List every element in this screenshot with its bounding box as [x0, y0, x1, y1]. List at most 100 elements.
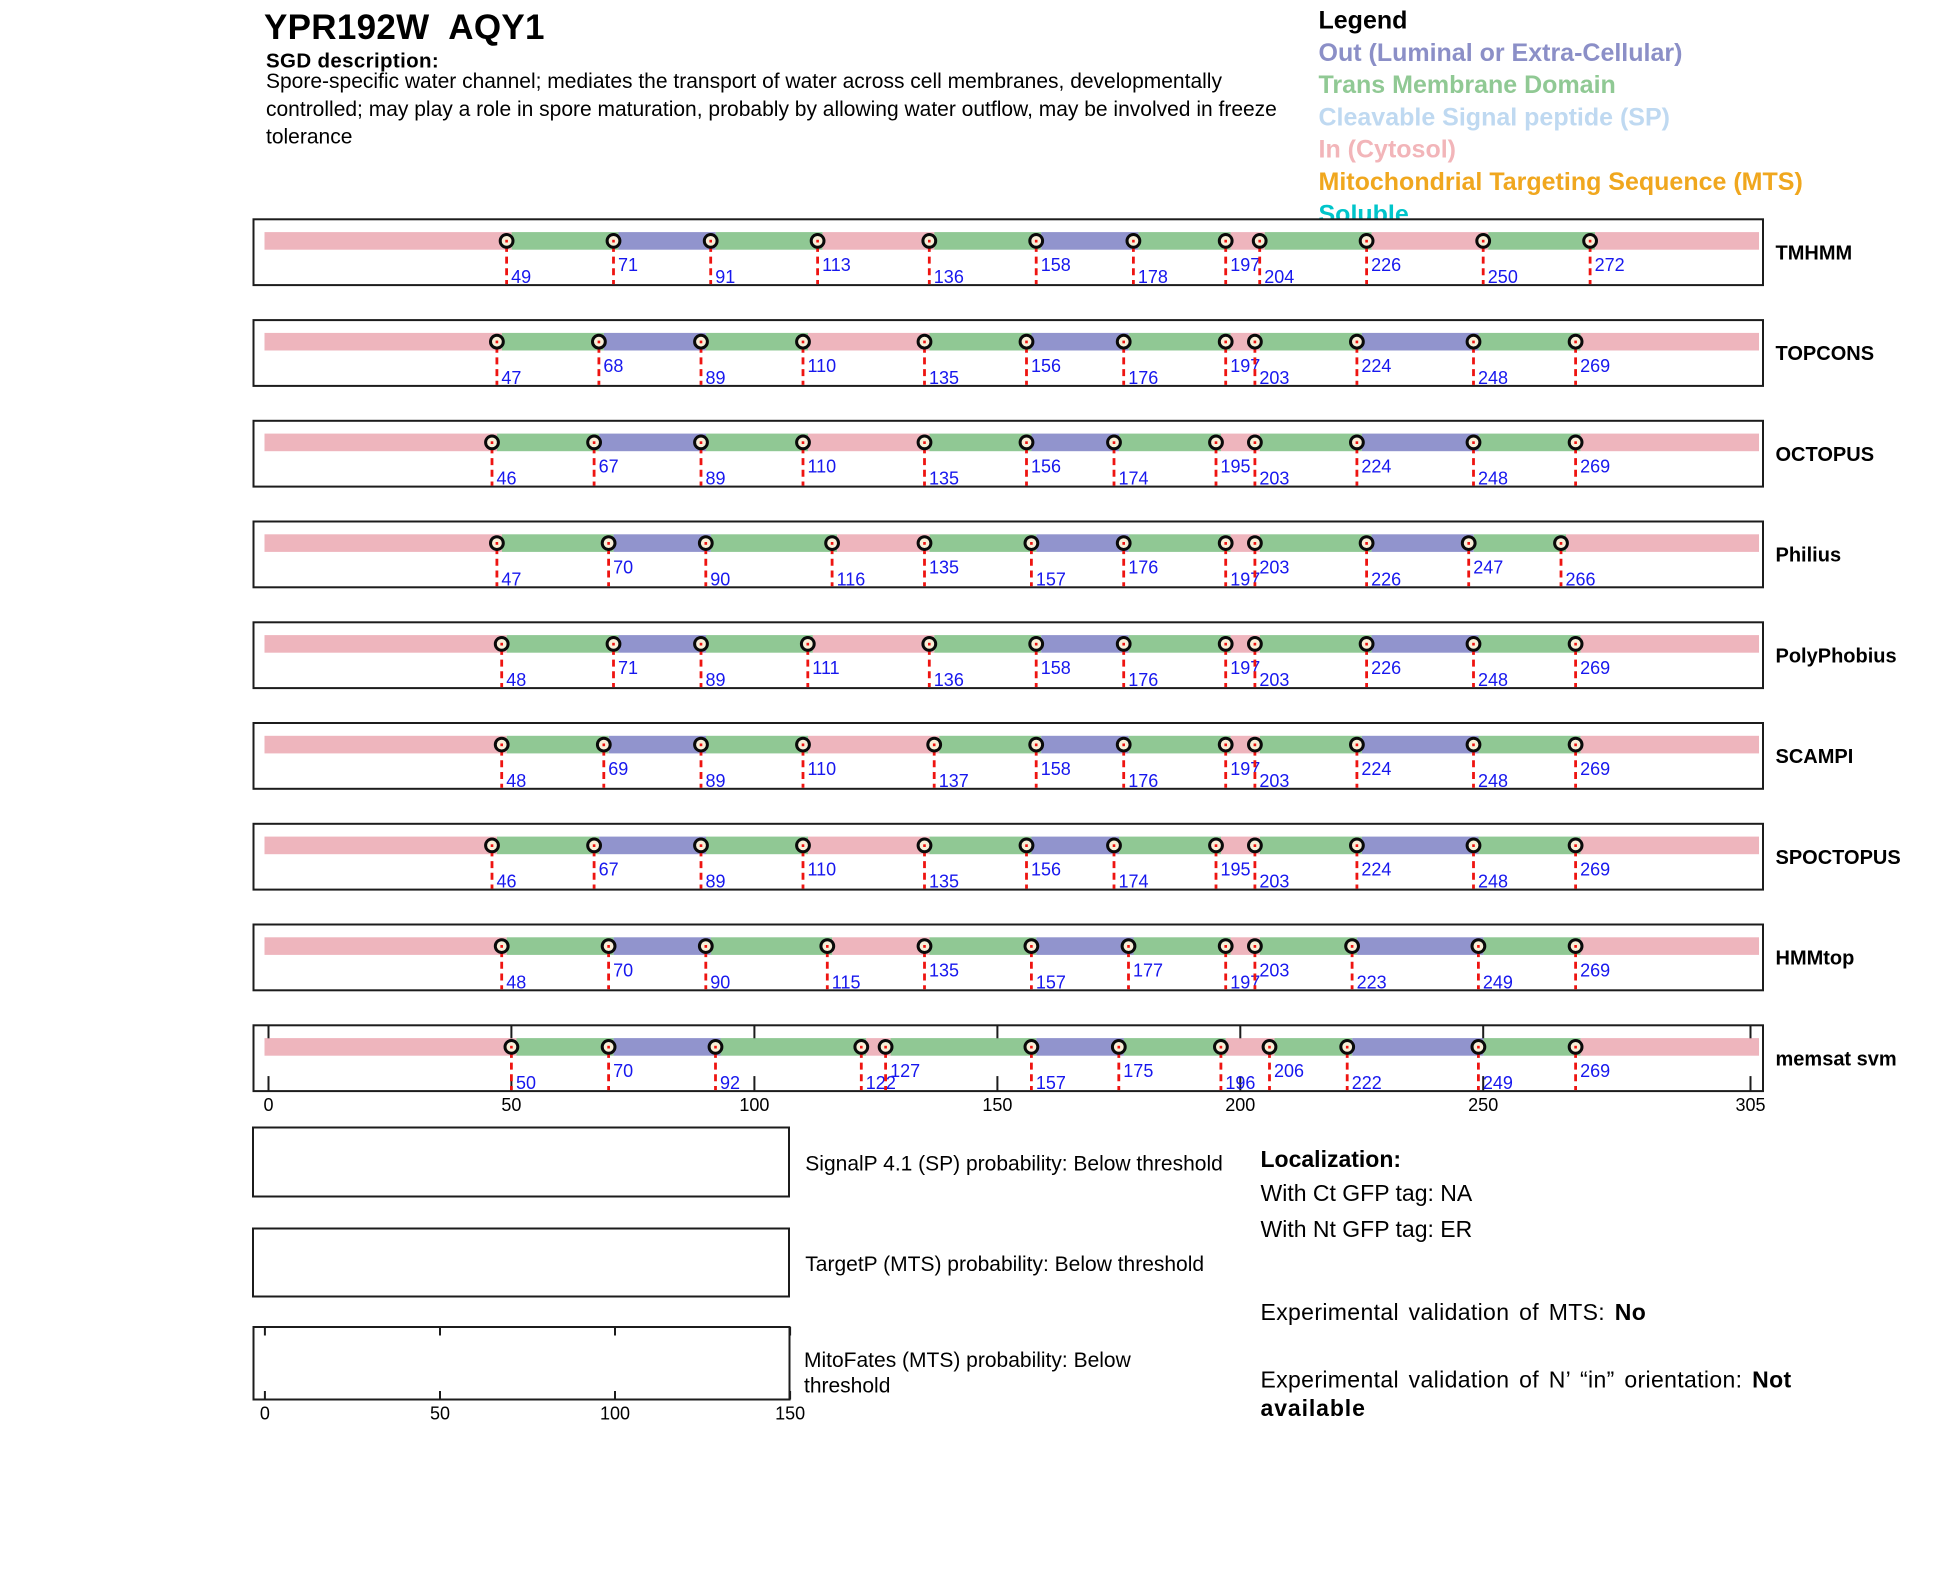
svg-text:136: 136: [934, 267, 964, 287]
svg-text:272: 272: [1595, 255, 1625, 275]
svg-text:With Ct GFP tag: NA: With Ct GFP tag: NA: [1261, 1180, 1473, 1206]
svg-text:47: 47: [501, 368, 521, 388]
svg-text:197: 197: [1230, 255, 1260, 275]
svg-text:46: 46: [497, 872, 517, 892]
svg-text:224: 224: [1361, 457, 1391, 477]
svg-text:174: 174: [1119, 872, 1149, 892]
svg-text:226: 226: [1371, 658, 1401, 678]
svg-text:113: 113: [822, 255, 851, 275]
svg-text:89: 89: [706, 469, 726, 489]
svg-text:150: 150: [775, 1404, 805, 1424]
svg-text:248: 248: [1478, 771, 1508, 791]
svg-text:135: 135: [929, 872, 959, 892]
svg-text:110: 110: [808, 356, 837, 376]
svg-text:305: 305: [1735, 1095, 1765, 1115]
svg-text:269: 269: [1580, 356, 1610, 376]
svg-text:In (Cytosol): In (Cytosol): [1319, 136, 1457, 164]
svg-text:224: 224: [1361, 759, 1391, 779]
svg-text:174: 174: [1119, 469, 1149, 489]
svg-text:Mitochondrial Targeting Sequen: Mitochondrial Targeting Sequence (MTS): [1319, 168, 1803, 196]
svg-text:89: 89: [706, 368, 726, 388]
svg-text:157: 157: [1036, 569, 1066, 589]
svg-text:176: 176: [1128, 771, 1158, 791]
svg-text:176: 176: [1128, 670, 1158, 690]
svg-text:memsat svm: memsat svm: [1776, 1049, 1897, 1071]
svg-text:available: available: [1261, 1395, 1366, 1421]
svg-text:137: 137: [939, 771, 969, 791]
svg-text:223: 223: [1357, 972, 1387, 992]
svg-text:222: 222: [1352, 1073, 1382, 1093]
svg-text:204: 204: [1264, 267, 1294, 287]
svg-text:248: 248: [1478, 469, 1508, 489]
svg-text:Philius: Philius: [1776, 545, 1842, 567]
svg-text:48: 48: [506, 972, 526, 992]
svg-text:249: 249: [1483, 1073, 1513, 1093]
svg-text:110: 110: [808, 457, 837, 477]
svg-text:50: 50: [430, 1404, 450, 1424]
svg-text:47: 47: [501, 569, 521, 589]
svg-text:110: 110: [808, 860, 837, 880]
svg-text:226: 226: [1371, 569, 1401, 589]
svg-text:200: 200: [1225, 1095, 1255, 1115]
svg-text:Experimental validation of N’: Experimental validation of N’ “in” orien…: [1261, 1367, 1792, 1393]
svg-text:135: 135: [929, 368, 959, 388]
svg-text:Spore-specific water channel;: Spore-specific water channel; mediates t…: [266, 70, 1222, 93]
svg-text:250: 250: [1468, 1095, 1498, 1115]
svg-text:156: 156: [1031, 457, 1061, 477]
svg-text:111: 111: [812, 658, 839, 678]
svg-text:SignalP 4.1 (SP) probability:: SignalP 4.1 (SP) probability: Below thre…: [805, 1153, 1223, 1176]
svg-text:TMHMM: TMHMM: [1776, 243, 1853, 265]
svg-text:SGD description:: SGD description:: [266, 50, 439, 73]
svg-text:156: 156: [1031, 356, 1061, 376]
svg-text:71: 71: [618, 255, 638, 275]
svg-text:269: 269: [1580, 860, 1610, 880]
svg-text:70: 70: [613, 960, 633, 980]
svg-text:195: 195: [1221, 457, 1251, 477]
svg-text:50: 50: [501, 1095, 521, 1115]
svg-text:70: 70: [613, 557, 633, 577]
svg-text:SPOCTOPUS: SPOCTOPUS: [1776, 847, 1901, 869]
svg-text:248: 248: [1478, 670, 1508, 690]
svg-text:203: 203: [1259, 872, 1289, 892]
svg-text:70: 70: [613, 1061, 633, 1081]
svg-text:178: 178: [1138, 267, 1168, 287]
svg-text:tolerance: tolerance: [266, 126, 352, 149]
svg-text:157: 157: [1036, 1073, 1066, 1093]
svg-text:248: 248: [1478, 872, 1508, 892]
svg-text:threshold: threshold: [804, 1375, 890, 1398]
svg-text:0: 0: [260, 1404, 270, 1424]
svg-text:135: 135: [929, 469, 959, 489]
svg-text:67: 67: [599, 860, 619, 880]
svg-text:127: 127: [890, 1061, 920, 1081]
svg-text:226: 226: [1371, 255, 1401, 275]
svg-text:203: 203: [1259, 670, 1289, 690]
svg-text:177: 177: [1133, 960, 1163, 980]
svg-text:158: 158: [1041, 658, 1071, 678]
svg-text:89: 89: [706, 670, 726, 690]
svg-text:50: 50: [516, 1073, 536, 1093]
svg-text:197: 197: [1230, 569, 1260, 589]
svg-text:controlled; may play a role in: controlled; may play a role in spore mat…: [266, 98, 1277, 121]
svg-text:135: 135: [929, 557, 959, 577]
svg-text:250: 250: [1488, 267, 1518, 287]
svg-text:247: 247: [1473, 557, 1503, 577]
svg-text:150: 150: [982, 1095, 1012, 1115]
svg-text:269: 269: [1580, 960, 1610, 980]
svg-text:OCTOPUS: OCTOPUS: [1776, 444, 1875, 466]
svg-text:67: 67: [599, 457, 619, 477]
svg-text:Trans Membrane Domain: Trans Membrane Domain: [1319, 71, 1616, 99]
svg-text:248: 248: [1478, 368, 1508, 388]
svg-text:269: 269: [1580, 759, 1610, 779]
svg-text:196: 196: [1225, 1073, 1255, 1093]
svg-text:203: 203: [1259, 469, 1289, 489]
svg-text:176: 176: [1128, 557, 1158, 577]
svg-text:69: 69: [608, 759, 628, 779]
svg-text:49: 49: [511, 267, 531, 287]
svg-text:116: 116: [837, 569, 866, 589]
svg-text:136: 136: [934, 670, 964, 690]
svg-text:YPR192W AQY1: YPR192W AQY1: [264, 8, 545, 47]
svg-text:197: 197: [1230, 356, 1260, 376]
svg-text:Out (Luminal or Extra-Cellular: Out (Luminal or Extra-Cellular): [1319, 39, 1683, 67]
svg-text:90: 90: [710, 972, 730, 992]
svg-text:110: 110: [808, 759, 837, 779]
